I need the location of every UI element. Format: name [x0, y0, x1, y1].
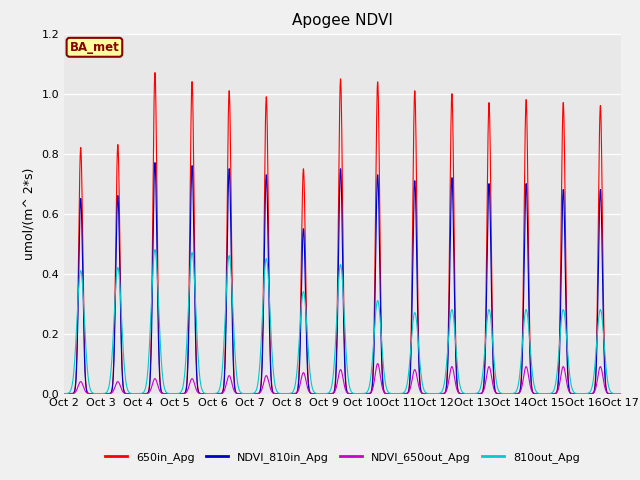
NDVI_650out_Apg — [298, 374, 305, 380]
810out_Apg — [274, 389, 282, 395]
NDVI_650out_Apg — [274, 391, 282, 396]
NDVI_650out_Apg — [546, 391, 554, 396]
650in_Apg — [606, 391, 614, 396]
NDVI_810in_Apg — [157, 386, 164, 392]
810out_Apg — [546, 391, 554, 396]
810out_Apg — [124, 386, 131, 392]
NDVI_810in_Apg — [151, 160, 159, 166]
Line: NDVI_810in_Apg: NDVI_810in_Apg — [64, 163, 621, 394]
NDVI_810in_Apg — [124, 391, 131, 396]
810out_Apg — [157, 348, 164, 354]
NDVI_650out_Apg — [617, 391, 625, 396]
Legend: 650in_Apg, NDVI_810in_Apg, NDVI_650out_Apg, 810out_Apg: 650in_Apg, NDVI_810in_Apg, NDVI_650out_A… — [100, 447, 584, 467]
650in_Apg — [298, 225, 306, 230]
Title: Apogee NDVI: Apogee NDVI — [292, 13, 393, 28]
650in_Apg — [151, 70, 159, 75]
NDVI_810in_Apg — [274, 391, 282, 396]
810out_Apg — [60, 391, 68, 396]
NDVI_810in_Apg — [546, 391, 554, 396]
NDVI_650out_Apg — [606, 391, 614, 396]
650in_Apg — [157, 385, 164, 391]
Y-axis label: umol/(m^ 2*s): umol/(m^ 2*s) — [23, 168, 36, 260]
NDVI_810in_Apg — [617, 391, 625, 396]
NDVI_650out_Apg — [157, 389, 164, 395]
810out_Apg — [151, 247, 159, 252]
NDVI_810in_Apg — [606, 391, 614, 396]
NDVI_650out_Apg — [60, 391, 68, 396]
650in_Apg — [274, 391, 282, 396]
Line: 650in_Apg: 650in_Apg — [64, 72, 621, 394]
650in_Apg — [617, 391, 625, 396]
Line: 810out_Apg: 810out_Apg — [64, 250, 621, 394]
Line: NDVI_650out_Apg: NDVI_650out_Apg — [64, 364, 621, 394]
650in_Apg — [546, 391, 554, 396]
Text: BA_met: BA_met — [70, 41, 119, 54]
NDVI_810in_Apg — [298, 269, 306, 275]
NDVI_650out_Apg — [374, 361, 381, 367]
NDVI_650out_Apg — [124, 391, 131, 396]
NDVI_810in_Apg — [60, 391, 68, 396]
810out_Apg — [617, 391, 625, 396]
810out_Apg — [298, 298, 306, 303]
650in_Apg — [60, 391, 68, 396]
810out_Apg — [606, 388, 614, 394]
650in_Apg — [124, 391, 131, 396]
